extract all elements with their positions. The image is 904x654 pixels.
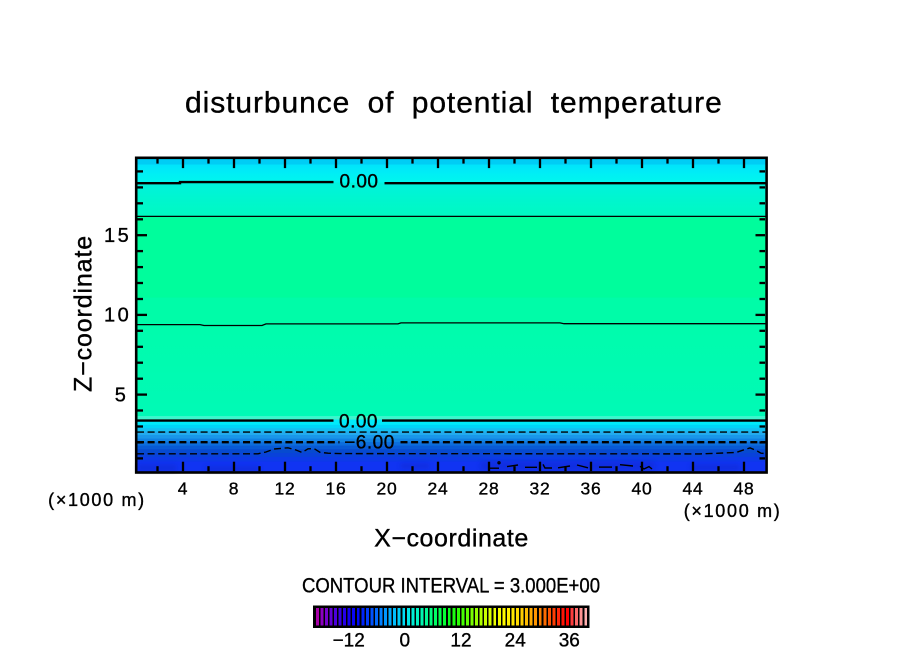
svg-text:15: 15 <box>104 225 129 247</box>
svg-text:CONTOUR INTERVAL = 3.000E+00: CONTOUR INTERVAL = 3.000E+00 <box>302 574 600 598</box>
svg-text:48: 48 <box>733 479 754 499</box>
svg-text:28: 28 <box>478 479 499 499</box>
svg-text:−12: −12 <box>333 631 365 652</box>
svg-text:disturbunce of potential tempe: disturbunce of potential temperature <box>185 86 723 119</box>
svg-text:−6.00: −6.00 <box>344 433 395 454</box>
svg-text:(×1000 m): (×1000 m) <box>684 501 781 521</box>
svg-text:12: 12 <box>450 631 471 652</box>
svg-text:X−coordinate: X−coordinate <box>374 525 529 553</box>
svg-text:32: 32 <box>529 479 550 499</box>
svg-text:10: 10 <box>104 305 129 327</box>
svg-text:36: 36 <box>580 479 601 499</box>
svg-text:8: 8 <box>229 479 240 499</box>
svg-text:0: 0 <box>400 631 411 652</box>
svg-text:5: 5 <box>115 384 126 406</box>
svg-text:20: 20 <box>376 479 397 499</box>
svg-text:4: 4 <box>178 479 189 499</box>
svg-text:24: 24 <box>427 479 448 499</box>
svg-text:0.00: 0.00 <box>339 411 378 432</box>
svg-text:44: 44 <box>682 479 703 499</box>
svg-text:0.00: 0.00 <box>340 171 379 192</box>
svg-text:24: 24 <box>505 631 527 652</box>
svg-text:36: 36 <box>559 631 580 652</box>
svg-text:16: 16 <box>325 479 346 499</box>
svg-text:12: 12 <box>274 479 295 499</box>
svg-text:Z−coordinate: Z−coordinate <box>70 235 98 392</box>
svg-text:40: 40 <box>631 479 652 499</box>
svg-text:(×1000 m): (×1000 m) <box>48 490 144 510</box>
